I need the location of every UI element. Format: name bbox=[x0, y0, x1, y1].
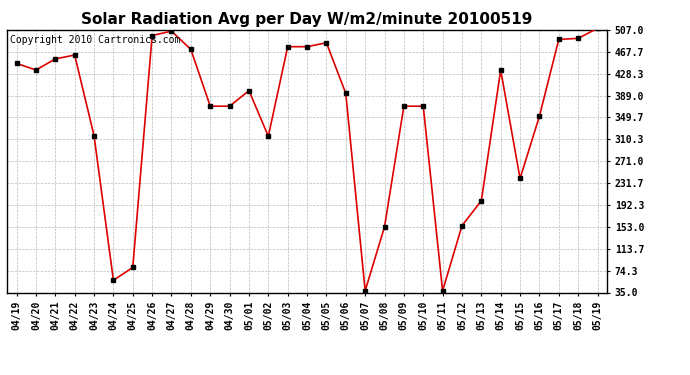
Title: Solar Radiation Avg per Day W/m2/minute 20100519: Solar Radiation Avg per Day W/m2/minute … bbox=[81, 12, 533, 27]
Text: Copyright 2010 Cartronics.com: Copyright 2010 Cartronics.com bbox=[10, 35, 180, 45]
